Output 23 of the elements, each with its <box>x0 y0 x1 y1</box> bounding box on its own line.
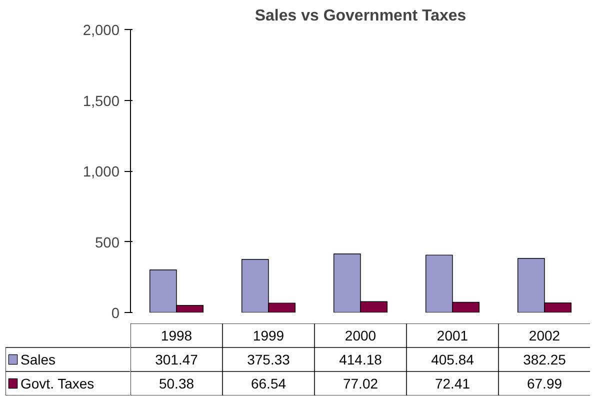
chart-title: Sales vs Government Taxes <box>254 8 466 24</box>
x-tick-label: 2000 <box>344 328 376 344</box>
data-label: 66.54 <box>250 376 286 392</box>
y-tick-label: 1,000 <box>82 164 120 180</box>
x-tick-label: 2002 <box>528 328 560 344</box>
data-label: 67.99 <box>526 376 562 392</box>
data-label: 50.38 <box>158 376 194 392</box>
x-tick-label: 1998 <box>160 328 192 344</box>
x-tick-label: 1999 <box>252 328 284 344</box>
legend-label: Govt. Taxes <box>20 376 94 392</box>
data-label: 375.33 <box>247 352 290 368</box>
data-label: 72.41 <box>434 376 470 392</box>
legend-label: Sales <box>20 352 56 368</box>
y-tick-label: 2,000 <box>82 23 120 39</box>
y-tick-label: 500 <box>95 235 120 252</box>
x-tick-label: 2001 <box>436 328 468 344</box>
data-label: 301.47 <box>155 352 198 368</box>
data-label: 414.18 <box>339 352 382 368</box>
data-label: 405.84 <box>431 352 474 368</box>
y-tick-label: 1,500 <box>82 94 120 110</box>
y-tick-label: 0 <box>111 306 120 322</box>
data-label: 382.25 <box>523 352 566 368</box>
data-label: 77.02 <box>342 376 378 392</box>
